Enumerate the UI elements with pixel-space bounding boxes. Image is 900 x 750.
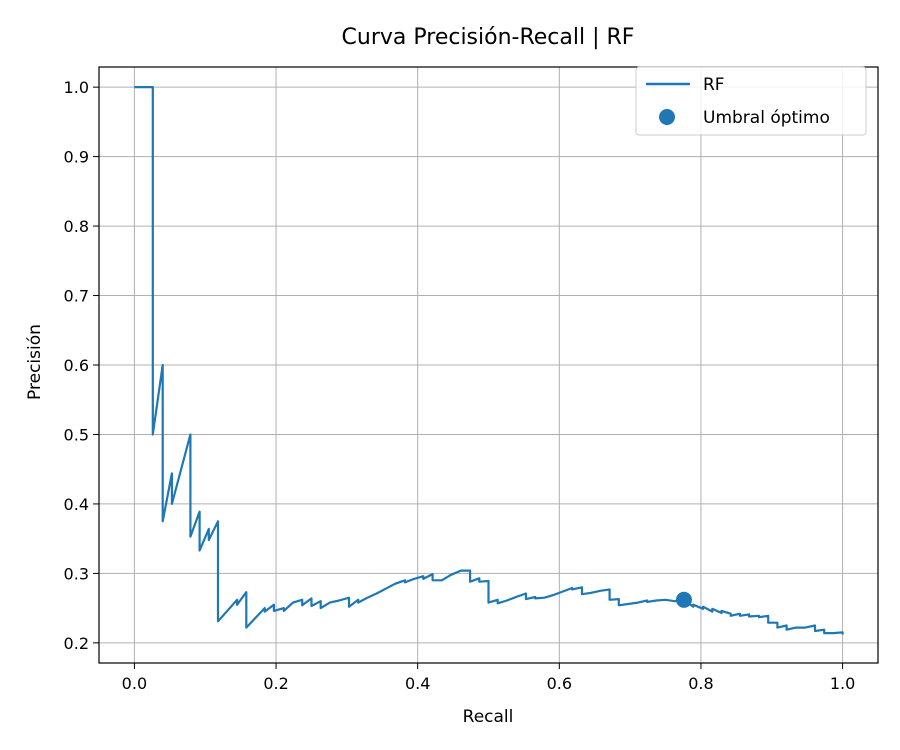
y-tick-label: 0.5 — [64, 425, 89, 444]
legend: RF Umbral óptimo — [635, 66, 867, 136]
x-axis-ticks: 0.0 0.2 0.4 0.6 0.8 1.0 — [122, 663, 855, 693]
y-tick-label: 0.6 — [64, 356, 89, 375]
x-tick-label: 0.6 — [547, 674, 572, 693]
legend-box — [635, 66, 867, 136]
legend-label-rf: RF — [703, 75, 725, 95]
x-tick-label: 1.0 — [830, 674, 855, 693]
y-tick-label: 0.8 — [64, 217, 89, 236]
y-axis-ticks: 0.2 0.3 0.4 0.5 0.6 0.7 0.8 0.9 1.0 — [64, 78, 99, 653]
legend-label-umbral: Umbral óptimo — [703, 108, 830, 128]
grid-lines — [99, 67, 878, 663]
y-tick-label: 0.3 — [64, 564, 89, 583]
y-tick-label: 0.2 — [64, 634, 89, 653]
series-line-rf — [134, 86, 844, 635]
x-tick-label: 0.4 — [405, 674, 430, 693]
chart-title: Curva Precisión-Recall | RF — [342, 25, 635, 50]
optimal-threshold-point — [675, 591, 692, 608]
y-tick-label: 1.0 — [64, 78, 89, 97]
series-layer — [134, 86, 844, 635]
x-tick-label: 0.2 — [263, 674, 288, 693]
x-tick-label: 0.8 — [688, 674, 713, 693]
y-axis-label: Precisión — [25, 324, 45, 400]
y-tick-label: 0.7 — [64, 287, 89, 306]
x-tick-label: 0.0 — [122, 674, 147, 693]
y-tick-label: 0.4 — [64, 495, 89, 514]
x-axis-label: Recall — [463, 707, 514, 727]
y-tick-label: 0.9 — [64, 148, 89, 167]
legend-dot-marker — [659, 109, 675, 125]
